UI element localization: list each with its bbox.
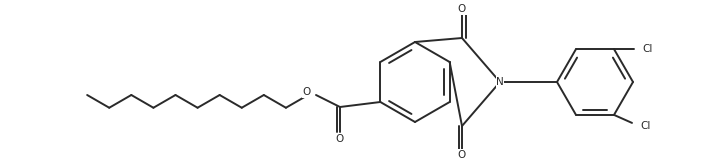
Text: O: O: [458, 150, 466, 160]
Text: Cl: Cl: [640, 121, 651, 131]
Text: O: O: [336, 134, 344, 144]
Text: O: O: [303, 87, 311, 97]
Text: N: N: [496, 77, 504, 87]
Text: O: O: [458, 4, 466, 14]
Text: Cl: Cl: [642, 44, 653, 54]
